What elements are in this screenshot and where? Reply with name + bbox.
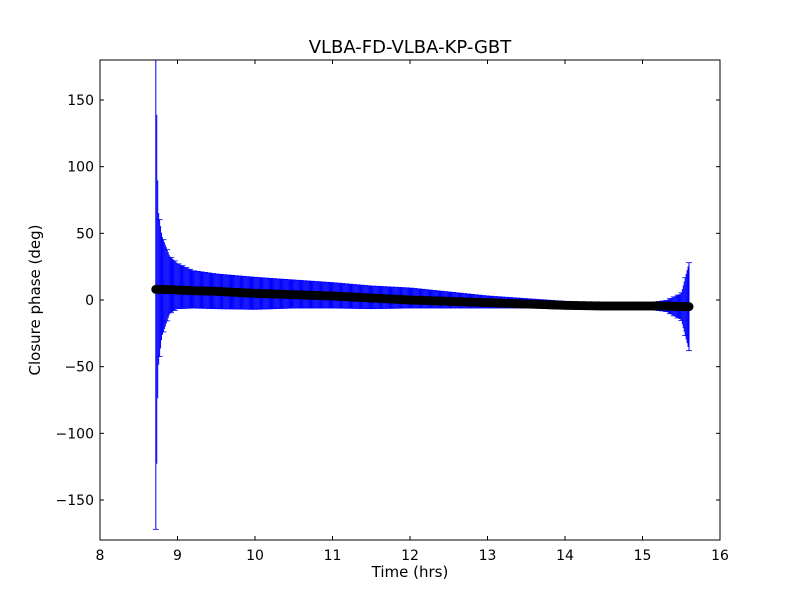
x-tick-label: 11 — [324, 548, 342, 564]
x-tick-label: 10 — [246, 548, 264, 564]
x-tick-label: 8 — [96, 548, 105, 564]
y-tick-label: 0 — [85, 293, 94, 309]
y-tick-label: 150 — [67, 93, 94, 109]
y-tick-label: −150 — [56, 493, 94, 509]
data-points-series — [151, 284, 694, 312]
y-tick-label: −100 — [56, 426, 94, 442]
y-tick-label: 50 — [76, 226, 94, 242]
x-axis-label: Time (hrs) — [371, 563, 449, 581]
x-axis-ticks: 8 9 10 11 12 13 14 15 16 — [96, 60, 729, 564]
x-tick-label: 15 — [634, 548, 652, 564]
y-tick-label: −50 — [64, 360, 94, 376]
x-tick-label: 9 — [173, 548, 182, 564]
x-tick-label: 16 — [711, 548, 729, 564]
x-tick-label: 13 — [479, 548, 497, 564]
x-tick-label: 14 — [556, 548, 574, 564]
x-tick-label: 12 — [401, 548, 419, 564]
y-axis-label: Closure phase (deg) — [26, 225, 44, 376]
data-point — [684, 302, 694, 312]
chart-title: VLBA-FD-VLBA-KP-GBT — [309, 37, 513, 58]
y-axis-ticks: −150 −100 −50 0 50 100 150 — [56, 93, 720, 509]
y-tick-label: 100 — [67, 160, 94, 176]
